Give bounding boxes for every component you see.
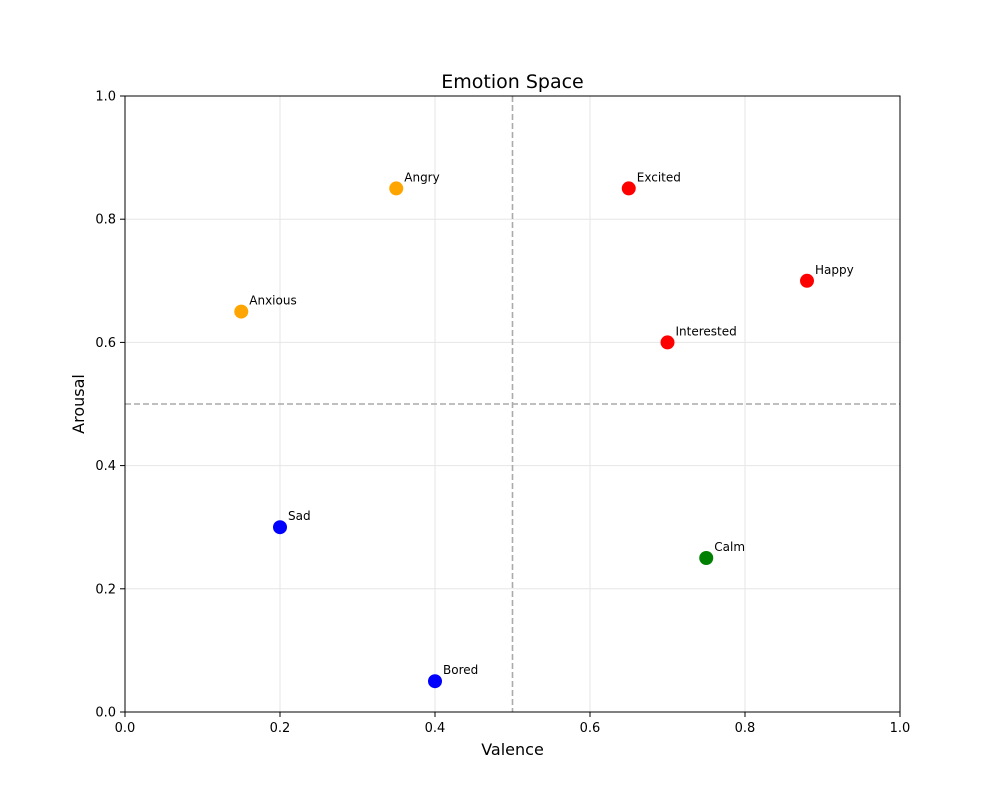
point-label-angry: Angry <box>404 170 439 184</box>
plot-frame <box>124 95 901 713</box>
reference-lines <box>125 96 900 712</box>
point-angry <box>389 181 404 196</box>
y-tick-label: 0.4 <box>95 459 116 474</box>
point-interested <box>660 335 675 350</box>
point-label-bored: Bored <box>443 663 478 677</box>
y-axis-ticks: 0.0 0.2 0.4 0.6 0.8 1.0 <box>95 90 125 721</box>
point-bored <box>428 674 442 689</box>
point-label-happy: Happy <box>815 263 854 277</box>
x-tick-label: 0.8 <box>735 721 756 736</box>
x-axis-ticks: 0.0 0.2 0.4 0.6 0.8 1.0 <box>115 712 911 736</box>
chart-title: Emotion Space <box>441 71 583 93</box>
point-label-sad: Sad <box>288 509 311 523</box>
y-axis-label: Arousal <box>69 374 88 434</box>
point-label-anxious: Anxious <box>249 294 296 308</box>
x-tick-label: 0.0 <box>115 721 136 736</box>
x-tick-label: 0.4 <box>425 721 446 736</box>
y-tick-label: 0.2 <box>95 582 116 597</box>
point-calm <box>699 551 714 565</box>
y-tick-label: 0.6 <box>95 336 116 351</box>
y-tick-label: 0.8 <box>95 213 116 228</box>
y-tick-label: 0.0 <box>95 706 116 721</box>
point-anxious <box>234 304 249 319</box>
data-points: Happy Excited Interested Angry Anxious Sad Bor… <box>234 170 854 689</box>
x-tick-label: 1.0 <box>890 721 911 736</box>
point-label-excited: Excited <box>637 170 681 184</box>
x-axis-label: Valence <box>481 740 544 759</box>
x-tick-label: 0.2 <box>270 721 291 736</box>
point-excited <box>621 181 636 196</box>
point-label-calm: Calm <box>714 540 745 554</box>
point-label-interested: Interested <box>676 324 737 338</box>
y-tick-label: 1.0 <box>95 90 116 105</box>
x-tick-label: 0.6 <box>580 721 601 736</box>
point-happy <box>800 273 814 288</box>
point-sad <box>273 520 287 535</box>
